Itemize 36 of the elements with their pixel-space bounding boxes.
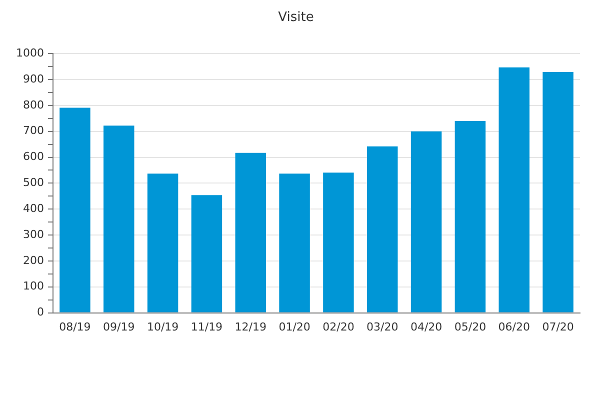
- y-tick-label: 500: [22, 176, 44, 190]
- y-tick-label: 0: [36, 306, 44, 319]
- y-tick-label: 200: [22, 254, 44, 267]
- y-tick-label: 1000: [16, 46, 44, 60]
- x-tick-label: 06/20: [498, 320, 530, 334]
- x-tick-label: 03/20: [366, 320, 398, 334]
- x-tick-label: 08/19: [59, 320, 91, 334]
- y-tick-label: 600: [22, 150, 44, 164]
- bar: [191, 195, 222, 312]
- x-tick-label: 07/20: [542, 320, 574, 334]
- x-tick-label: 10/19: [146, 320, 179, 334]
- bar: [410, 131, 442, 312]
- x-tick-label: 01/20: [278, 320, 310, 334]
- bar: [323, 172, 354, 312]
- bar: [60, 108, 90, 312]
- y-tick-label: 400: [22, 202, 44, 215]
- x-tick-label: 04/20: [410, 320, 442, 334]
- y-tick-label: 800: [22, 98, 44, 112]
- x-tick-label: 02/20: [322, 320, 354, 334]
- bar: [235, 152, 266, 312]
- y-tick-label: 300: [22, 228, 44, 241]
- x-tick-label: 05/20: [454, 320, 486, 334]
- x-tick-label: 09/19: [103, 320, 135, 334]
- chart-title: Visite: [278, 10, 314, 26]
- x-tick-label: 11/19: [190, 320, 223, 334]
- x-tick-label: 12/19: [234, 320, 266, 334]
- y-tick-label: 700: [22, 124, 44, 138]
- y-tick-label: 900: [22, 72, 44, 86]
- bar: [454, 120, 486, 312]
- bar: [147, 174, 178, 312]
- bar: [279, 174, 310, 312]
- bar: [104, 126, 134, 312]
- bar: [542, 72, 574, 312]
- y-tick-label: 100: [22, 280, 44, 293]
- bar: [367, 146, 398, 312]
- bar: [498, 67, 530, 312]
